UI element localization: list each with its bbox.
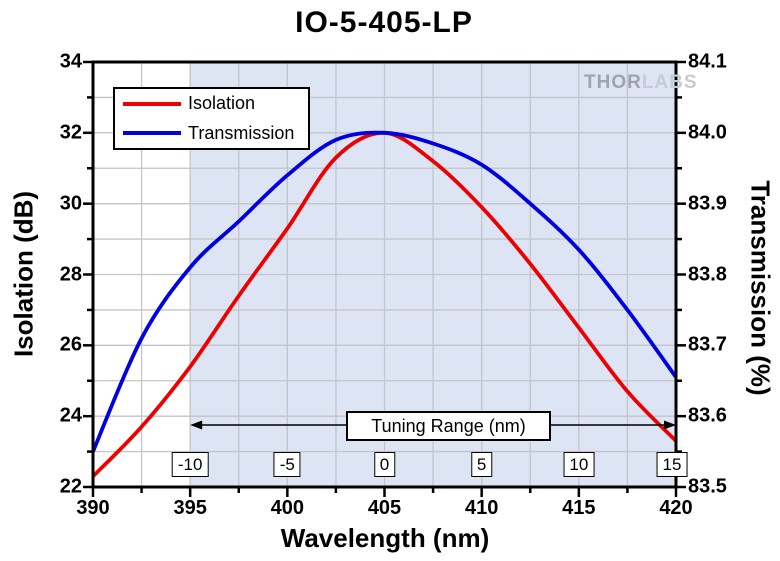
tuning-tick-box: -10: [171, 452, 209, 477]
y-left-tick-label: 26: [59, 333, 82, 356]
y-right-tick-label: 83.8: [688, 263, 727, 285]
x-tick-label: 395: [173, 497, 207, 519]
x-tick-label: 405: [367, 497, 402, 519]
y-right-tick-label: 83.6: [688, 404, 727, 427]
y-right-tick-label: 84.0: [688, 121, 727, 144]
transmission-curve: [93, 130, 676, 454]
plot-frame: [91, 60, 678, 489]
y-right-tick-label: 83.9: [688, 192, 727, 215]
x-tick-label: 410: [464, 497, 499, 519]
y-left-tick-label: 22: [59, 475, 82, 498]
thorlabs-watermark: THORLABS: [584, 72, 698, 94]
y-right-axis-title: Transmission (%): [745, 180, 776, 396]
x-tick-label: 415: [562, 497, 596, 519]
legend-label-isolation: Isolation: [188, 93, 256, 114]
tuning-tick-box: 15: [656, 452, 688, 477]
chart-title: IO-5-405-LP: [295, 6, 473, 39]
y-left-tick-label: 32: [59, 121, 82, 144]
watermark-thor-text: THOR: [584, 72, 642, 93]
legend-item-transmission: Transmission: [115, 119, 308, 148]
x-axis-title: Wavelength (nm): [280, 523, 490, 553]
tuning-tick-box: 0: [373, 452, 396, 477]
y-left-tick-label: 34: [59, 50, 82, 73]
x-tick-label: 390: [76, 497, 110, 519]
watermark-labs-text: LABS: [641, 72, 698, 93]
x-tick-label: 420: [659, 497, 693, 519]
isolation-line-swatch: [123, 101, 181, 106]
y-left-tick-label: 30: [59, 192, 82, 215]
tuning-arrowhead-left: [190, 420, 203, 430]
y-right-tick-label: 84.1: [688, 50, 727, 73]
y-right-tick-label: 83.7: [688, 333, 727, 356]
tuning-tick-box: -5: [273, 452, 301, 477]
tuning-arrowhead-right: [664, 420, 676, 430]
legend: Isolation Transmission: [113, 87, 310, 150]
y-left-tick-label: 24: [59, 404, 82, 427]
legend-label-transmission: Transmission: [188, 122, 295, 143]
tuning-tick-box: 10: [563, 452, 595, 477]
y-right-tick-label: 83.5: [688, 475, 727, 498]
x-tick-label: 400: [270, 497, 305, 519]
legend-item-isolation: Isolation: [115, 89, 308, 118]
tuning-range-annotation: Tuning Range (nm): [346, 411, 551, 441]
tuning-tick-box: 5: [470, 452, 493, 477]
y-left-tick-label: 28: [59, 263, 82, 285]
transmission-line-swatch: [123, 131, 181, 136]
